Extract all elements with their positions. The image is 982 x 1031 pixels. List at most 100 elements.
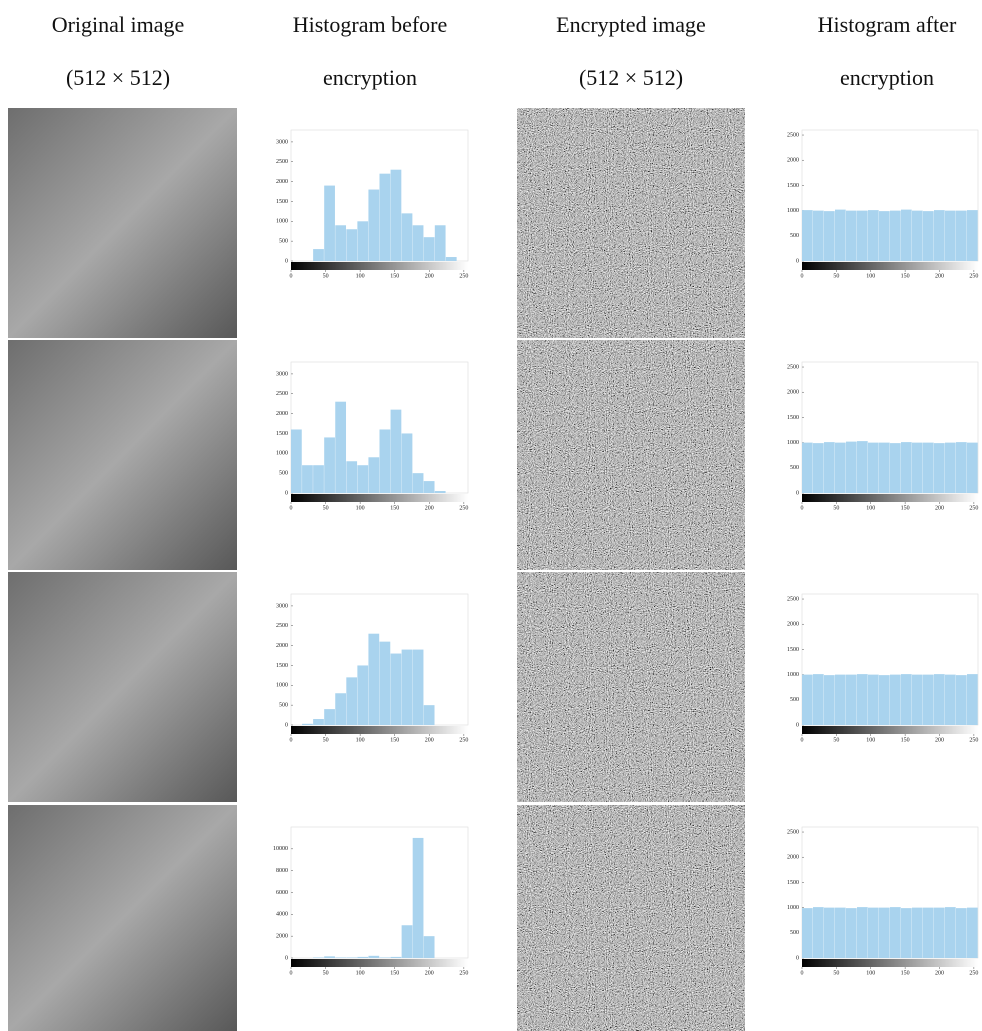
- histogram-bar: [368, 457, 380, 493]
- y-tick-label: 0: [796, 955, 799, 961]
- histogram-bar: [857, 441, 868, 493]
- y-tick-label: 1500: [276, 199, 288, 205]
- y-tick-label: 2000: [276, 411, 288, 417]
- encrypted-image: [517, 572, 745, 802]
- y-tick-label: 8000: [276, 868, 288, 874]
- histogram-bar: [802, 442, 813, 493]
- histogram-bar: [956, 675, 967, 725]
- x-tick-label: 250: [459, 970, 468, 976]
- histogram-bar: [901, 209, 912, 261]
- column-header: encryption: [840, 65, 934, 90]
- histogram-bar: [813, 210, 824, 261]
- colorbar: [802, 262, 978, 270]
- histogram-bar: [912, 210, 923, 261]
- y-tick-label: 1000: [787, 440, 799, 446]
- histogram-bar: [401, 925, 413, 958]
- histogram-bar: [401, 649, 413, 725]
- y-tick-label: 1000: [787, 208, 799, 214]
- y-tick-label: 2500: [787, 596, 799, 602]
- histogram-bar: [967, 674, 978, 725]
- y-tick-label: 2000: [787, 622, 799, 628]
- y-tick-label: 500: [279, 239, 288, 245]
- histogram-bar: [313, 465, 324, 493]
- y-tick-label: 2500: [276, 159, 288, 165]
- histogram-bar: [813, 674, 824, 725]
- histogram-bar: [868, 210, 879, 261]
- y-tick-label: 500: [279, 471, 288, 477]
- original-image: [8, 572, 237, 802]
- colorbar: [291, 262, 468, 270]
- histogram-bar: [912, 674, 923, 725]
- x-tick-label: 100: [866, 737, 875, 743]
- histogram-bar: [846, 674, 857, 725]
- colorbar: [802, 726, 978, 734]
- histogram-bar: [923, 674, 934, 725]
- column-header: Original image: [52, 12, 185, 37]
- y-tick-label: 2000: [276, 179, 288, 185]
- histogram-bar: [324, 437, 335, 493]
- histogram-bar: [390, 409, 402, 493]
- histogram-bar: [868, 907, 879, 958]
- histogram-bar: [802, 674, 813, 725]
- histogram-bar: [412, 649, 424, 725]
- histogram-bar: [324, 709, 335, 725]
- x-tick-label: 50: [833, 505, 839, 511]
- histogram-bar: [335, 957, 347, 958]
- histogram-bar: [291, 429, 302, 493]
- histogram-bar: [390, 169, 402, 261]
- y-tick-label: 0: [285, 490, 288, 496]
- histogram-bar: [846, 210, 857, 261]
- histogram-bar: [945, 442, 956, 493]
- x-tick-label: 50: [323, 505, 329, 511]
- histogram-bar: [434, 225, 446, 261]
- x-tick-label: 250: [459, 737, 468, 743]
- histogram-bar: [857, 210, 868, 261]
- histogram-bar: [390, 653, 402, 725]
- histogram-bar: [335, 225, 347, 261]
- histogram-bar: [357, 956, 369, 958]
- histogram-bar: [967, 442, 978, 493]
- y-tick-label: 500: [790, 233, 799, 239]
- histogram-bar: [368, 189, 380, 261]
- x-tick-label: 250: [969, 505, 978, 511]
- histogram-bar: [956, 210, 967, 261]
- y-tick-label: 10000: [273, 846, 288, 852]
- column-header: (512 × 512): [66, 65, 170, 90]
- y-tick-label: 1500: [787, 183, 799, 189]
- x-tick-label: 200: [425, 505, 434, 511]
- histogram-bar: [379, 957, 391, 958]
- y-tick-label: 3000: [276, 603, 288, 609]
- x-tick-label: 50: [833, 970, 839, 976]
- histogram-bar: [335, 693, 347, 725]
- histogram-bar: [857, 907, 868, 958]
- histogram-bar: [412, 473, 424, 493]
- x-tick-label: 100: [356, 970, 365, 976]
- histogram-bar: [379, 429, 391, 493]
- histogram-bar: [368, 633, 380, 725]
- colorbar: [802, 494, 978, 502]
- y-tick-label: 0: [796, 722, 799, 728]
- x-tick-label: 150: [901, 505, 910, 511]
- original-image: [8, 340, 237, 570]
- y-tick-label: 2000: [787, 158, 799, 164]
- y-tick-label: 1000: [276, 219, 288, 225]
- x-tick-label: 0: [801, 737, 804, 743]
- histogram-bar: [368, 955, 380, 958]
- histogram-bar: [824, 675, 835, 725]
- histogram-bar: [346, 229, 358, 261]
- histogram-bar: [923, 211, 934, 261]
- y-tick-label: 500: [790, 930, 799, 936]
- histogram-bar: [824, 211, 835, 261]
- y-tick-label: 500: [790, 465, 799, 471]
- histogram-bar: [401, 433, 413, 493]
- histogram-bar: [923, 907, 934, 958]
- x-tick-label: 150: [390, 505, 399, 511]
- y-tick-label: 2500: [787, 829, 799, 835]
- y-tick-label: 1000: [787, 905, 799, 911]
- original-image: [8, 805, 237, 1031]
- histogram-bar: [357, 221, 369, 261]
- histogram-bar: [945, 210, 956, 261]
- histogram-bar: [879, 442, 890, 493]
- plot-frame: [290, 826, 469, 959]
- histogram-bar: [857, 674, 868, 725]
